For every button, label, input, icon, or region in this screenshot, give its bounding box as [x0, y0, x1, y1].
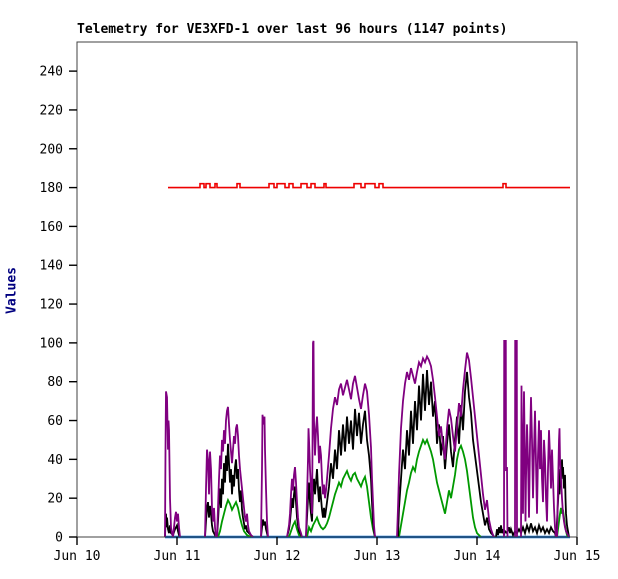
x-tick-label: Jun 10: [54, 549, 101, 564]
series-green-channel: [306, 468, 376, 538]
y-tick-label: 200: [40, 142, 63, 157]
series-purple-channel: [216, 406, 254, 538]
series-purple-channel: [514, 340, 518, 538]
series-purple-channel: [556, 428, 570, 538]
series-purple-channel: [503, 340, 509, 538]
series-black-channel: [495, 522, 557, 538]
y-tick-label: 60: [47, 414, 63, 429]
series-black-channel: [164, 513, 181, 538]
series-black-channel: [216, 443, 254, 538]
y-tick-label: 0: [55, 531, 63, 546]
y-tick-label: 180: [40, 181, 63, 196]
y-tick-label: 20: [47, 492, 63, 507]
series-purple-channel: [286, 466, 303, 538]
plot-frame: [76, 41, 578, 538]
y-tick-label: 100: [40, 336, 63, 351]
series-green-channel: [398, 437, 482, 538]
y-tick-label: 140: [40, 259, 63, 274]
y-tick-label: 160: [40, 220, 63, 235]
series-green-channel: [288, 518, 302, 538]
series-purple-channel: [305, 340, 376, 538]
x-tick-label: Jun 12: [254, 549, 301, 564]
series-purple-channel: [396, 352, 495, 538]
series-green-channel: [217, 497, 252, 538]
x-tick-label: Jun 11: [154, 549, 201, 564]
chart-title: Telemetry for VE3XFD-1 over last 96 hour…: [77, 22, 508, 37]
y-tick-label: 120: [40, 298, 63, 313]
y-tick-label: 40: [47, 453, 63, 468]
x-tick-label: Jun 13: [354, 549, 401, 564]
y-tick-label: 220: [40, 103, 63, 118]
x-tick-label: Jun 15: [554, 549, 601, 564]
series-purple-channel: [204, 449, 217, 538]
series-purple-channel: [260, 414, 269, 538]
x-tick-label: Jun 14: [454, 549, 501, 564]
series-red-threshold: [168, 182, 570, 189]
series-purple-channel: [520, 385, 557, 538]
series-black-channel: [204, 501, 217, 538]
series-black-channel: [305, 408, 376, 538]
y-tick-label: 80: [47, 375, 63, 390]
series-purple-channel: [164, 391, 181, 538]
y-tick-label: 240: [40, 65, 63, 80]
